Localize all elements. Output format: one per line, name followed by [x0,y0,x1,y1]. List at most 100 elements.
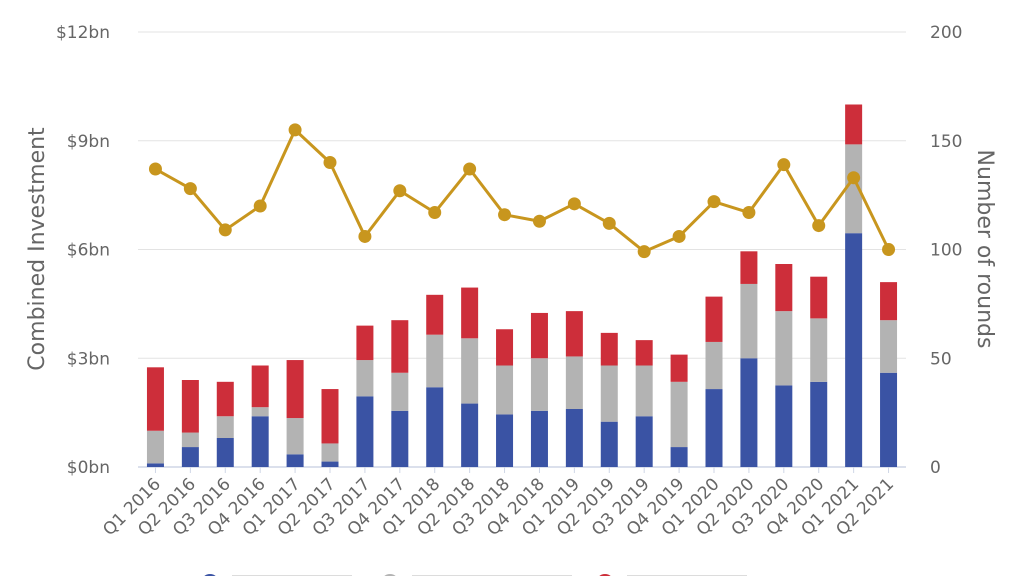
bar-segment-1 [565,409,583,467]
y-right-tick-label: 150 [930,132,962,152]
bar-segment-3 [181,380,199,433]
bar-segment-3 [146,367,164,431]
bar-segment-1 [635,416,653,467]
bar-segment-1 [356,396,374,467]
rounds-line [154,128,890,254]
bar-segment-3 [251,365,269,408]
rounds-point [637,245,651,259]
bar-segment-3 [775,264,793,312]
rounds-point [672,229,686,243]
bar-segment-3 [461,287,479,339]
bar-segment-1 [880,372,898,467]
rounds-point [882,243,896,256]
rounds-point [532,214,546,228]
y-left-tick-label: $6bn [67,241,110,261]
bar-segment-1 [146,463,164,467]
y-right-tick-label: 0 [930,458,941,478]
bar-segment-2 [146,430,164,464]
bar-segment-2 [670,381,688,448]
bar-segment-2 [216,416,234,438]
bar-segment-3 [496,329,514,366]
bar-segment-2 [775,311,793,386]
bar-segment-1 [670,447,688,467]
bar-segment-1 [530,410,548,467]
bar-segment-1 [391,410,409,467]
bar-segment-1 [461,403,479,467]
rounds-point [812,219,826,233]
bar-segment-3 [670,354,688,382]
bar-segment-2 [286,418,304,455]
y-right-tick-label: 50 [930,349,952,369]
bar-segment-2 [810,318,828,382]
bar-segment-2 [391,372,409,411]
bar-series [146,104,898,467]
rounds-point [288,123,302,137]
rounds-line-series [148,123,896,259]
y-left-tick-label: $12bn [56,23,110,43]
bar-segment-1 [740,358,758,467]
bar-segment-2 [530,358,548,411]
bar-segment-3 [216,381,234,417]
bar-segment-3 [356,325,374,361]
bar-segment-1 [496,414,514,467]
bar-segment-2 [565,356,583,409]
rounds-point [602,216,616,230]
bar-segment-1 [426,387,444,467]
y-axis-left-title: Combined Investment [25,127,50,371]
rounds-point [567,197,581,211]
rounds-point [428,206,442,220]
y-axis-right-title: Number of rounds [972,150,997,349]
bar-segment-2 [635,365,653,417]
rounds-point [847,171,861,185]
rounds-point [463,162,477,176]
y-left-tick-label: $0bn [67,458,110,478]
rounds-point [323,156,337,169]
bar-segment-1 [216,438,234,467]
bar-segment-1 [810,381,828,467]
rounds-point [707,195,721,209]
rounds-point [777,158,791,172]
bar-segment-2 [181,432,199,448]
rounds-point [148,162,162,176]
bar-segment-1 [705,389,723,467]
bar-segment-3 [600,332,618,366]
bar-segment-2 [880,320,898,373]
bar-segment-2 [740,283,758,359]
bar-segment-1 [600,421,618,467]
bar-segment-3 [321,389,339,444]
bar-segment-2 [496,365,514,415]
bar-segment-2 [426,334,444,388]
rounds-point [358,229,372,243]
bar-segment-1 [775,385,793,467]
bar-segment-1 [181,447,199,467]
bar-segment-3 [810,276,828,319]
rounds-point [498,208,512,222]
rounds-point [393,184,407,198]
bar-segment-3 [705,296,723,342]
bar-segment-3 [391,320,409,373]
bar-segment-3 [880,282,898,321]
bar-segment-1 [321,461,339,467]
bar-segment-3 [845,104,863,145]
bar-segment-2 [705,341,723,390]
bar-segment-1 [286,454,304,467]
bar-segment-2 [321,443,339,462]
bar-segment-2 [845,144,863,234]
y-right-tick-label: 100 [930,241,962,261]
y-left-tick-label: $3bn [67,349,110,369]
bar-segment-1 [251,416,269,467]
bar-segment-3 [286,360,304,419]
bar-segment-2 [356,360,374,397]
rounds-point [742,206,756,220]
y-left-tick-label: $9bn [67,132,110,152]
bar-segment-2 [461,338,479,404]
rounds-point [253,199,267,213]
rounds-point [218,223,232,237]
bar-segment-3 [530,312,548,359]
bar-segment-3 [426,294,444,335]
y-right-tick-label: 200 [930,23,962,43]
bar-segment-3 [565,311,583,357]
bar-segment-3 [635,340,653,366]
bar-segment-3 [740,251,758,284]
